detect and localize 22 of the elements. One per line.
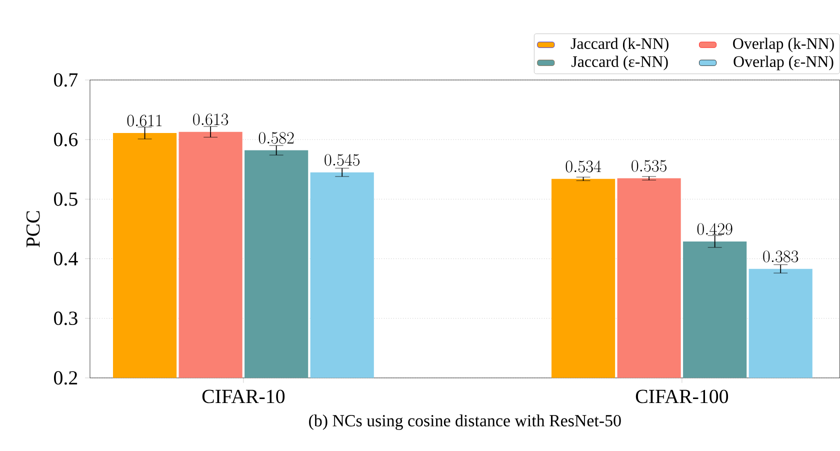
y-tick-label: 0.5 [54, 192, 78, 206]
y-tick-label: 0.3 [54, 312, 78, 326]
y-tick-label: 0.4 [54, 252, 78, 266]
y-tick-label: 0.7 [54, 73, 78, 87]
x-tick-label: CIFAR-100 [636, 390, 728, 404]
y-tick-label: 0.2 [54, 371, 78, 385]
text: (b) NCs using cosine distance with ResNet-50 [309, 414, 621, 430]
data-label: 0.545 [324, 154, 360, 166]
legend-label: Jaccard (ε-NN) [571, 56, 668, 70]
data-label: 0.429 [697, 223, 732, 235]
legend-label: Overlap (ε-NN) [734, 56, 834, 70]
legend-label: Jaccard (k-NN) [570, 38, 668, 52]
x-tick-label: CIFAR-10 [202, 390, 285, 404]
data-label: 0.535 [632, 160, 666, 172]
y-tick-label: 0.6 [54, 132, 78, 146]
y-axis-title: PCC [26, 211, 40, 248]
data-label: 0.611 [127, 114, 162, 127]
data-label: 0.383 [763, 250, 798, 262]
legend-label: Overlap (k-NN) [733, 38, 834, 52]
data-label: 0.613 [193, 114, 228, 126]
data-label: 0.534 [566, 160, 602, 172]
data-label: 0.582 [258, 132, 294, 144]
